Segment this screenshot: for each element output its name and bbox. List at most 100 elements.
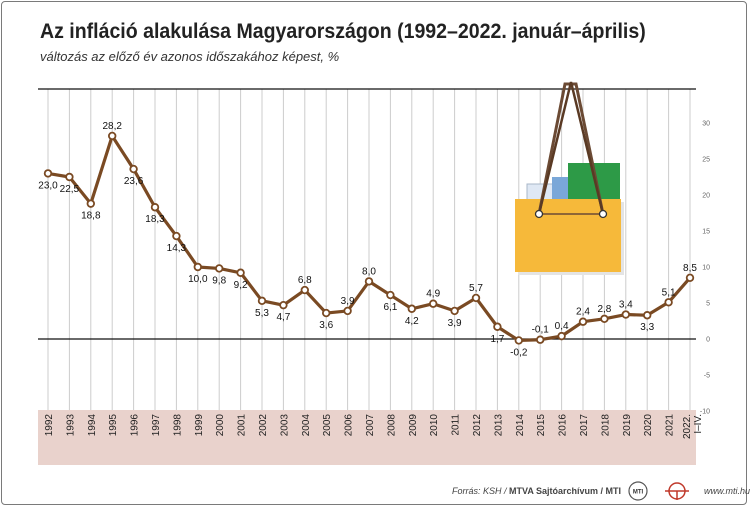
x-tick-label: 2003 bbox=[279, 414, 290, 437]
data-point bbox=[578, 317, 588, 326]
x-tick-label: 1994 bbox=[87, 414, 98, 437]
bag-grommet bbox=[598, 209, 608, 219]
data-point bbox=[343, 306, 352, 316]
source-prefix: Forrás: KSH / bbox=[452, 486, 507, 496]
data-label: 10,0 bbox=[188, 274, 208, 285]
x-tick-label: 2019 bbox=[622, 414, 633, 437]
x-tick-label: 2006 bbox=[344, 414, 355, 437]
x-tick-label: 2000 bbox=[215, 414, 226, 437]
y-tick-label: 0 bbox=[706, 337, 710, 344]
mtva-logo bbox=[665, 482, 689, 500]
data-label: 9,2 bbox=[234, 280, 248, 291]
chart-title: Az infláció alakulása Magyarországon (19… bbox=[40, 20, 646, 43]
data-point bbox=[172, 231, 181, 241]
data-label: 3,6 bbox=[319, 320, 333, 331]
data-point bbox=[129, 164, 138, 174]
data-point bbox=[214, 264, 224, 273]
data-point bbox=[450, 306, 459, 316]
x-tick-label: 2022.I–IV. bbox=[682, 414, 704, 439]
data-label: 23,6 bbox=[124, 176, 144, 187]
data-point bbox=[43, 169, 53, 178]
data-label: 2,4 bbox=[576, 307, 590, 318]
bag-item-blue bbox=[552, 177, 568, 205]
category-axis-band bbox=[38, 410, 696, 465]
x-tick-label: 2008 bbox=[386, 414, 397, 437]
data-label: -0,2 bbox=[510, 347, 528, 358]
data-point bbox=[600, 314, 609, 324]
data-point bbox=[364, 277, 374, 286]
data-point bbox=[322, 308, 331, 318]
data-label: -0,1 bbox=[532, 325, 550, 336]
data-label: 4,2 bbox=[405, 316, 419, 327]
x-tick-label-line: 2022. bbox=[682, 414, 693, 439]
data-label: 4,9 bbox=[426, 289, 440, 300]
x-tick-label: 1995 bbox=[108, 414, 119, 437]
data-point bbox=[386, 290, 395, 300]
x-tick-label: 2015 bbox=[536, 414, 547, 437]
data-point bbox=[471, 293, 481, 303]
data-point bbox=[621, 310, 630, 319]
data-point bbox=[557, 331, 566, 341]
data-label: 18,3 bbox=[145, 214, 165, 225]
data-label: 3,4 bbox=[619, 300, 633, 311]
shopping-bag bbox=[515, 199, 621, 272]
bag-handle-front bbox=[537, 81, 605, 215]
data-label: 3,9 bbox=[448, 318, 462, 329]
x-tick-label: 2004 bbox=[301, 414, 312, 437]
data-label: 8,0 bbox=[362, 266, 376, 277]
y-tick-label: 30 bbox=[702, 121, 710, 128]
y-tick-label: 5 bbox=[706, 301, 710, 308]
y-tick-label: 10 bbox=[702, 265, 710, 272]
data-point bbox=[429, 299, 438, 308]
data-point bbox=[514, 336, 523, 345]
data-point bbox=[65, 172, 74, 182]
mti-logo-text: MTI bbox=[633, 490, 644, 496]
x-tick-label: 2002 bbox=[258, 414, 269, 437]
y-tick-label: 20 bbox=[702, 193, 710, 200]
x-tick-label: 2016 bbox=[558, 414, 569, 437]
x-tick-label: 2017 bbox=[579, 414, 590, 437]
data-label: 18,8 bbox=[81, 211, 101, 222]
data-point bbox=[193, 262, 202, 272]
data-label: 5,7 bbox=[469, 283, 483, 294]
data-point bbox=[150, 203, 160, 212]
data-label: 2,8 bbox=[597, 304, 611, 315]
data-label: 0,4 bbox=[555, 321, 569, 332]
data-label: 6,1 bbox=[383, 302, 397, 313]
data-label: 5,1 bbox=[662, 287, 676, 298]
x-tick-label: 2007 bbox=[365, 414, 376, 437]
x-tick-label: 1999 bbox=[194, 414, 205, 437]
x-tick-label: 2014 bbox=[515, 414, 526, 437]
x-tick-label-line: I–IV. bbox=[693, 414, 704, 434]
x-tick-label: 2012 bbox=[472, 414, 483, 437]
y-tick-label: -10 bbox=[700, 409, 710, 416]
x-tick-label: 2011 bbox=[451, 414, 462, 436]
data-point bbox=[107, 131, 117, 141]
data-point bbox=[236, 268, 245, 277]
x-tick-label: 2018 bbox=[600, 414, 611, 437]
data-point bbox=[664, 298, 673, 307]
data-label: 1,7 bbox=[490, 334, 504, 345]
data-label: 9,8 bbox=[212, 275, 226, 286]
data-point bbox=[279, 300, 288, 310]
data-point bbox=[86, 199, 95, 208]
x-tick-label: 1996 bbox=[130, 414, 141, 437]
data-point bbox=[643, 311, 652, 320]
source-agency: MTVA Sajtóarchívum / MTI bbox=[509, 486, 622, 496]
data-label: 5,3 bbox=[255, 308, 269, 319]
x-tick-label: 2010 bbox=[429, 414, 440, 437]
data-label: 8,5 bbox=[683, 263, 697, 274]
x-tick-label: 2013 bbox=[493, 414, 504, 437]
data-label: 3,9 bbox=[341, 296, 355, 307]
website-link[interactable]: www.mti.hu bbox=[704, 486, 750, 496]
x-tick-label: 1993 bbox=[65, 414, 76, 437]
data-label: 28,2 bbox=[102, 121, 122, 132]
x-tick-label: 2020 bbox=[643, 414, 654, 437]
x-tick-label: 1992 bbox=[44, 414, 55, 437]
data-label: 22,5 bbox=[60, 184, 80, 195]
bag-grommet bbox=[534, 209, 544, 219]
data-label: 4,7 bbox=[276, 312, 290, 323]
y-tick-label: 15 bbox=[702, 229, 710, 236]
data-label: 6,8 bbox=[298, 275, 312, 286]
